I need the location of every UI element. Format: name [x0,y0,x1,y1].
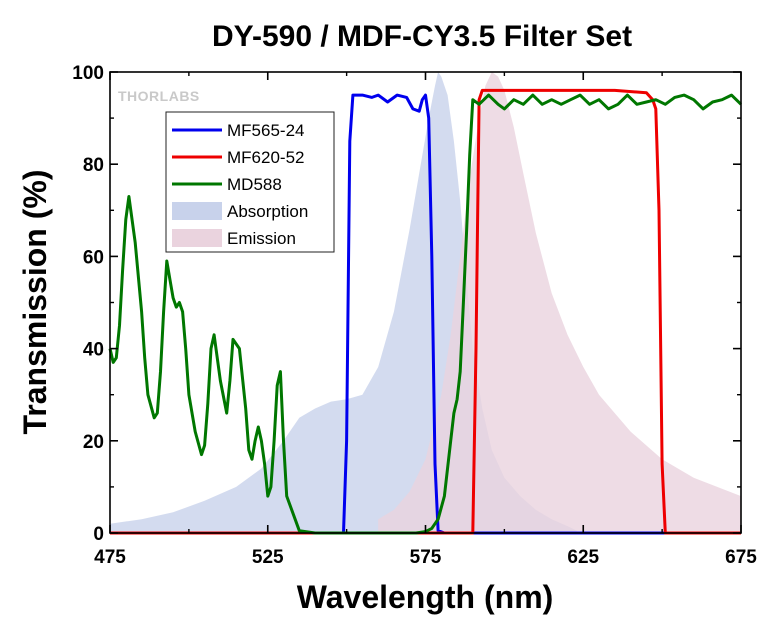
y-tick-label: 20 [83,432,104,453]
x-tick-label: 575 [410,547,442,568]
x-tick-label: 475 [94,547,126,568]
x-tick-label: 625 [567,547,599,568]
y-tick-label: 0 [93,524,104,545]
md588-line [108,93,743,535]
y-tick-label: 80 [83,155,104,176]
legend-label-absorption: Absorption [227,202,308,221]
legend-label-mf565-24: MF565-24 [227,121,304,140]
mf565-24-line [110,93,741,535]
legend-swatch-emission [172,229,222,247]
mf620-52-line [110,88,741,535]
x-tick-label: 525 [252,547,284,568]
legend-frame [165,111,335,253]
thorlabs-logo-text: THORLABS [118,88,200,104]
y-axis-title: Transmission (%) [17,170,53,435]
line-series-layer [108,88,743,535]
legend-swatch-absorption [172,202,222,220]
y-tick-label: 40 [83,340,104,361]
axis-ticks: 475 525 575 625 675 0 20 40 60 80 100 [72,63,757,568]
legend-label-md588: MD588 [227,175,282,194]
x-axis-title: Wavelength (nm) [297,579,554,615]
legend-label-emission: Emission [227,229,296,248]
y-tick-label: 100 [72,63,104,84]
y-tick-label: 60 [83,247,104,268]
legend: MF565-24 MF620-52 MD588 Absorption Emission [165,111,335,253]
legend-label-mf620-52: MF620-52 [227,148,304,167]
x-tick-label: 675 [725,547,757,568]
area-series-layer [110,72,741,533]
thorlabs-logo: THORLABS [118,88,200,104]
chart-title: DY-590 / MDF-CY3.5 Filter Set [212,20,632,53]
